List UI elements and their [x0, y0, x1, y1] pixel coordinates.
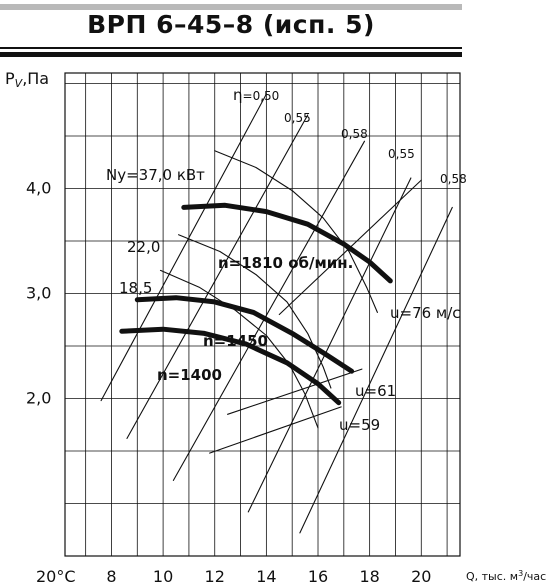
series-line-11 [278, 179, 422, 316]
x-origin-label: 20°C [36, 567, 76, 586]
series-line-1 [134, 295, 355, 374]
u-label-59: u=59 [339, 416, 380, 434]
series-line-12 [227, 368, 363, 415]
eta-label-055a: 0,55 [284, 111, 311, 125]
eta-label-058b: 0,58 [440, 172, 467, 186]
title-rule-thick [0, 52, 462, 57]
series-line-10 [299, 206, 453, 534]
speed-label-1810: n=1810 об/мин. [218, 254, 353, 272]
chart-grid [64, 72, 461, 557]
plot-frame [64, 72, 461, 557]
x-tick-label: 18 [359, 567, 379, 586]
series-line-7 [126, 114, 309, 439]
series-line-6 [100, 93, 267, 402]
chart-labels: 8 10 12 14 16 18 20 20°C Q, тыс. м3/час 2,0 3,0 4,0… [5, 69, 546, 586]
y-tick-label: 2,0 [26, 389, 51, 408]
x-tick-label: 8 [106, 567, 116, 586]
eta-label-050: η=0,50 [233, 86, 279, 104]
y-tick-label: 4,0 [26, 179, 51, 198]
x-tick-label: 16 [308, 567, 328, 586]
eta-label-058a: 0,58 [341, 127, 368, 141]
series-line-4 [178, 234, 332, 389]
chart-title: ВРП 6–45–8 (исп. 5) [87, 10, 375, 39]
power-label-185: 18,5 [119, 279, 152, 297]
power-label-37: Ny=37,0 кВт [106, 166, 205, 184]
y-tick-label: 3,0 [26, 284, 51, 303]
series-line-9 [247, 177, 412, 513]
x-tick-label: 10 [153, 567, 173, 586]
x-axis-label: Q, тыс. м3/час [466, 569, 546, 583]
title-top-rule [0, 4, 462, 10]
power-label-22: 22,0 [127, 238, 160, 256]
series-line-3 [214, 150, 378, 313]
y-axis-label: PV,Па [5, 69, 49, 90]
chart-curves [100, 93, 453, 534]
u-label-61: u=61 [355, 382, 396, 400]
eta-label-055b: 0,55 [388, 147, 415, 161]
x-tick-label: 20 [411, 567, 431, 586]
u-label-76: u=76 м/с [390, 304, 461, 322]
series-line-8 [172, 140, 366, 481]
series-line-13 [209, 406, 342, 454]
title-rule-thin [0, 47, 462, 49]
x-tick-label: 12 [205, 567, 225, 586]
speed-label-1400: n=1400 [157, 366, 222, 384]
x-tick-label: 14 [256, 567, 276, 586]
speed-label-1450: n=1450 [203, 332, 268, 350]
